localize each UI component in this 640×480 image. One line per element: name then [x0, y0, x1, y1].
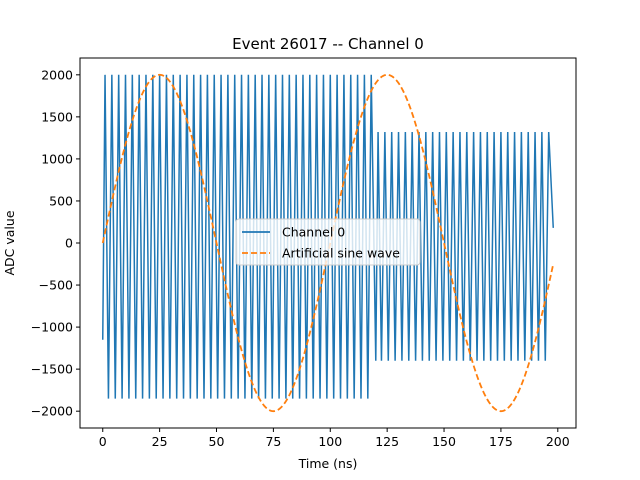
y-tick-label: −500: [39, 278, 73, 293]
legend-label: Channel 0: [282, 225, 345, 240]
chart-title: Event 26017 -- Channel 0: [232, 35, 424, 53]
x-axis-label: Time (ns): [298, 456, 358, 471]
x-tick-label: 0: [99, 434, 107, 449]
y-tick-label: 500: [49, 193, 73, 208]
x-tick-label: 100: [318, 434, 342, 449]
y-tick-label: 1500: [41, 109, 73, 124]
legend-box: [235, 218, 421, 266]
legend: Channel 0 Artificial sine wave: [235, 218, 421, 266]
legend-label: Artificial sine wave: [282, 246, 400, 261]
x-tick-label: 75: [265, 434, 281, 449]
y-tick-label: 2000: [41, 67, 73, 82]
x-axis: 0 25 50 75 100 125 150 175 200: [99, 428, 570, 449]
y-tick-label: 0: [65, 236, 73, 251]
y-tick-label: −1500: [31, 362, 73, 377]
x-tick-label: 125: [375, 434, 399, 449]
y-axis-label: ADC value: [2, 210, 17, 275]
x-tick-label: 175: [489, 434, 513, 449]
x-tick-label: 200: [546, 434, 570, 449]
y-tick-label: −2000: [31, 404, 73, 419]
x-tick-label: 50: [209, 434, 225, 449]
y-axis: −2000 −1500 −1000 −500 0 500 1000 1500 2000: [31, 67, 80, 419]
y-tick-label: 1000: [41, 151, 73, 166]
x-tick-label: 25: [152, 434, 168, 449]
series-channel-0-line: [102, 74, 554, 399]
x-tick-label: 150: [432, 434, 456, 449]
y-tick-label: −1000: [31, 320, 73, 335]
